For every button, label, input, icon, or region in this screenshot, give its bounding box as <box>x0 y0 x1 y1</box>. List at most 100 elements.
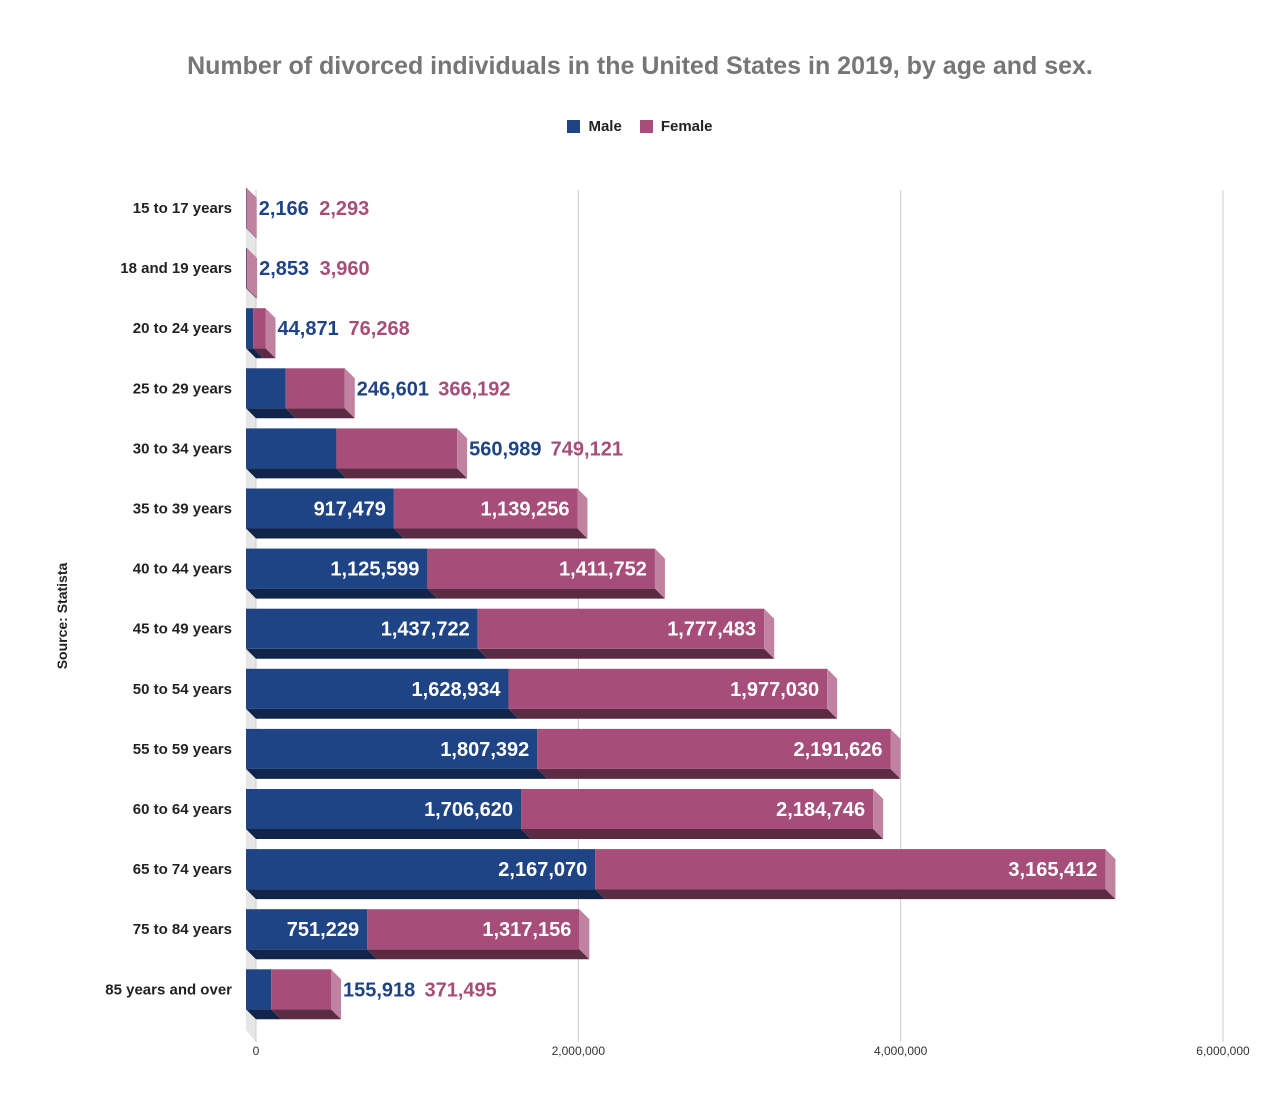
bar-end-cap <box>1105 849 1116 900</box>
bar-male <box>246 188 247 228</box>
bar-female-bottom <box>253 348 276 359</box>
category-label: 50 to 54 years <box>133 681 232 698</box>
bar-female-bottom <box>537 768 901 779</box>
bar-female-bottom <box>427 588 665 599</box>
bar-female <box>336 428 458 469</box>
bar-end-cap <box>873 789 884 839</box>
bar-male <box>246 789 522 829</box>
category-label: 75 to 84 years <box>133 921 232 938</box>
category-label: 15 to 17 years <box>133 200 232 217</box>
chart-title: Number of divorced individuals in the Un… <box>187 52 1093 80</box>
bar-male <box>246 909 368 950</box>
value-label-female: 2,184,746 <box>776 799 865 821</box>
category-label: 30 to 34 years <box>133 440 232 457</box>
bar-end-cap <box>265 308 276 359</box>
bar-female <box>253 308 266 349</box>
legend-swatch-female <box>639 120 653 133</box>
value-label-female: 1,411,752 <box>559 559 647 581</box>
bar-male-bottom <box>246 1009 282 1020</box>
bar-male <box>246 308 254 349</box>
bar-female <box>246 188 247 228</box>
category-label: 65 to 74 years <box>133 861 232 878</box>
value-label-female: 1,777,483 <box>667 619 756 641</box>
bar-female-bottom <box>336 468 468 479</box>
category-label: 25 to 29 years <box>133 380 232 397</box>
value-label-male: 1,437,722 <box>381 619 470 641</box>
bar-male <box>246 728 538 769</box>
bar-male <box>246 488 394 529</box>
value-label-male: 1,125,599 <box>330 559 419 581</box>
bar-male-bottom <box>246 468 347 479</box>
bar-male <box>246 428 337 469</box>
bar-female <box>285 368 345 409</box>
bar-male <box>246 668 509 709</box>
bar-male-bottom <box>246 889 606 900</box>
value-label-male: 560,989 <box>469 438 541 460</box>
value-label-male: 1,628,934 <box>412 679 502 701</box>
value-label-female: 1,139,256 <box>480 499 569 521</box>
bar-female-bottom <box>246 288 258 299</box>
value-label-male: 246,601 <box>357 378 429 400</box>
bar-female <box>521 789 874 829</box>
value-label-male: 917,479 <box>314 499 386 521</box>
bar-female-bottom <box>508 708 838 719</box>
bar-female <box>508 668 828 709</box>
bar-male-bottom <box>246 348 264 359</box>
x-tick-label: 4,000,000 <box>874 1044 928 1058</box>
bar-male <box>246 969 272 1010</box>
bar-female <box>595 849 1106 890</box>
x-tick-label: 6,000,000 <box>1196 1044 1250 1058</box>
bar-male <box>246 248 247 289</box>
legend: Male Female <box>0 118 1280 135</box>
bar-male <box>246 849 596 890</box>
value-label-female: 1,317,156 <box>482 919 571 941</box>
bar-male-bottom <box>246 408 296 419</box>
bar-female-bottom <box>477 648 775 659</box>
bar-male-bottom <box>246 648 488 659</box>
bar-end-cap <box>579 909 590 960</box>
bar-male-bottom <box>246 528 404 539</box>
bar-end-cap <box>344 368 355 419</box>
bar-male-bottom <box>246 708 519 719</box>
value-label-female: 3,960 <box>320 258 370 280</box>
x-tick-label: 0 <box>253 1044 260 1058</box>
value-label-female: 1,977,030 <box>730 679 819 701</box>
bar-female <box>271 969 332 1010</box>
bar-end-cap <box>457 428 468 479</box>
bar-female-bottom <box>367 949 590 960</box>
value-label-male: 1,706,620 <box>424 799 513 821</box>
bar-male-bottom <box>246 949 378 960</box>
bar-male <box>246 548 428 589</box>
bar-female <box>477 608 765 649</box>
bar-end-cap <box>654 548 665 599</box>
value-label-female: 749,121 <box>551 438 623 460</box>
category-label: 40 to 44 years <box>133 561 232 578</box>
category-label: 45 to 49 years <box>133 621 232 638</box>
value-label-female: 3,165,412 <box>1008 859 1097 881</box>
legend-label-female: Female <box>660 118 713 135</box>
legend-swatch-male <box>567 120 581 133</box>
category-label: 55 to 59 years <box>133 741 232 758</box>
bar-female-bottom <box>393 528 588 539</box>
bar-female-bottom <box>246 228 257 238</box>
category-label: 18 and 19 years <box>120 260 232 277</box>
bar-end-cap <box>827 668 838 719</box>
bar-end-cap <box>246 188 257 238</box>
value-label-female: 2,293 <box>319 198 369 220</box>
bar-male <box>246 608 478 649</box>
bar-female <box>427 548 655 589</box>
bar-end-cap <box>577 488 588 539</box>
bar-female <box>367 909 580 950</box>
value-label-female: 2,191,626 <box>794 739 883 761</box>
legend-item-male[interactable]: Male <box>567 118 622 135</box>
bar-female <box>537 728 891 769</box>
category-label: 20 to 24 years <box>133 320 232 337</box>
value-label-male: 155,918 <box>343 979 415 1001</box>
bar-female-bottom <box>285 408 355 419</box>
bar-end-cap <box>247 248 258 299</box>
category-label: 85 years and over <box>105 981 232 998</box>
category-label: 60 to 64 years <box>133 801 232 818</box>
legend-item-female[interactable]: Female <box>639 118 713 135</box>
value-label-male: 751,229 <box>287 919 359 941</box>
bar-female-bottom <box>595 889 1116 900</box>
